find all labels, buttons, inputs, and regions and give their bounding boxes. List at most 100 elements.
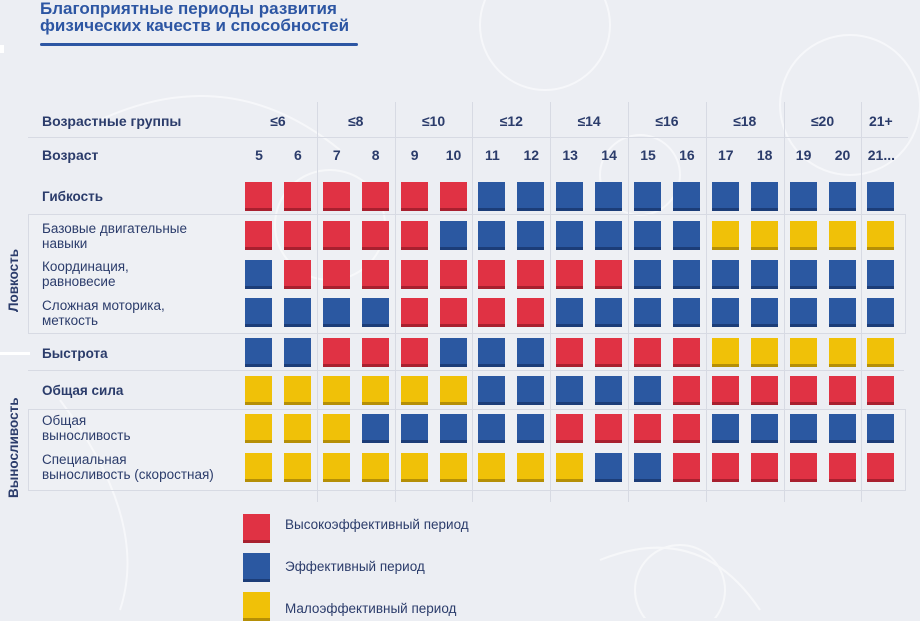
cell-medium: [712, 182, 739, 211]
age-header-cell: 8: [371, 147, 380, 163]
cell-high: [751, 453, 778, 482]
cell-high: [323, 182, 350, 211]
cell-low: [284, 376, 311, 405]
group-divider: [861, 102, 862, 502]
cell-medium: [595, 182, 622, 211]
cell-medium: [790, 414, 817, 443]
cell-low: [245, 453, 272, 482]
cell-low: [401, 453, 428, 482]
cell-high: [673, 453, 700, 482]
cell-medium: [712, 414, 739, 443]
row-label-line: Сложная моторика,: [42, 298, 165, 313]
legend-swatch-high: [243, 514, 270, 543]
cell-low: [751, 221, 778, 250]
cell-high: [595, 260, 622, 289]
row-divider: [28, 370, 904, 371]
cell-medium: [517, 376, 544, 405]
age-group-header: ≤20: [810, 113, 835, 129]
row-label-line: Гибкость: [42, 189, 104, 204]
group-label-vynoslivost: Выносливость: [6, 397, 21, 499]
cell-medium: [751, 414, 778, 443]
age-header-cell: 12: [523, 147, 540, 163]
age-header-cell: 16: [679, 147, 695, 163]
row-label-line: Общая сила: [42, 383, 124, 398]
cell-high: [362, 182, 389, 211]
cell-low: [829, 338, 856, 367]
cell-medium: [478, 221, 505, 250]
cell-high: [634, 338, 661, 367]
cell-low: [362, 376, 389, 405]
age-group-header: ≤16: [655, 113, 679, 129]
cell-high: [440, 298, 467, 327]
cell-high: [362, 221, 389, 250]
cell-low: [556, 453, 583, 482]
cell-medium: [673, 260, 700, 289]
row-label-line: Общая: [42, 413, 87, 428]
cell-medium: [790, 260, 817, 289]
age-header-cell: 15: [640, 147, 656, 163]
cell-high: [673, 414, 700, 443]
row-label: Сложная моторика, меткость: [42, 298, 165, 328]
row-label-line: выносливость: [42, 428, 131, 443]
cell-medium: [595, 453, 622, 482]
age-header-cell: 17: [718, 147, 734, 163]
cell-medium: [595, 221, 622, 250]
cell-high: [867, 376, 894, 405]
age-group-header: 21+: [868, 113, 893, 129]
row-label-line: навыки: [42, 236, 88, 251]
cell-high: [556, 260, 583, 289]
cell-high: [790, 376, 817, 405]
group-label-lovkost: Ловкость: [6, 248, 21, 312]
cell-low: [323, 376, 350, 405]
cell-high: [401, 298, 428, 327]
cell-medium: [790, 298, 817, 327]
cell-low: [478, 453, 505, 482]
cell-medium: [790, 182, 817, 211]
age-header-cell: 9: [410, 147, 419, 163]
cell-high: [595, 414, 622, 443]
title-line-1: Благоприятные периоды развития: [40, 0, 337, 18]
cell-medium: [362, 414, 389, 443]
age-header-cell: 10: [445, 147, 462, 163]
cell-medium: [712, 298, 739, 327]
cell-high: [556, 338, 583, 367]
cell-low: [440, 453, 467, 482]
cell-high: [362, 260, 389, 289]
row-label: Быстрота: [42, 346, 108, 361]
cell-medium: [284, 338, 311, 367]
cell-medium: [595, 298, 622, 327]
row-label-line: выносливость (скоростная): [42, 467, 214, 482]
cell-high: [323, 221, 350, 250]
legend-label-low: Малоэффективный период: [285, 601, 457, 616]
cell-medium: [712, 260, 739, 289]
group-divider: [706, 102, 707, 502]
title-line-2: физических качеств и способностей: [40, 16, 350, 35]
cell-medium: [829, 298, 856, 327]
cell-high: [245, 182, 272, 211]
cell-medium: [634, 260, 661, 289]
age-groups-header: Возрастные группы: [42, 113, 182, 129]
row-label: Специальная выносливость (скоростная): [42, 452, 214, 482]
cell-medium: [478, 182, 505, 211]
cell-medium: [634, 221, 661, 250]
cell-medium: [245, 298, 272, 327]
cell-low: [712, 338, 739, 367]
cell-medium: [517, 221, 544, 250]
cell-high: [323, 338, 350, 367]
cell-high: [440, 260, 467, 289]
group-divider: [550, 102, 551, 502]
cell-low: [284, 414, 311, 443]
header-divider: [28, 137, 908, 138]
age-group-header: ≤6: [270, 113, 286, 129]
cell-medium: [556, 221, 583, 250]
cell-low: [284, 453, 311, 482]
legend-swatch-medium: [243, 553, 270, 582]
cell-low: [245, 414, 272, 443]
cell-medium: [751, 260, 778, 289]
cell-high: [323, 260, 350, 289]
cell-medium: [478, 338, 505, 367]
cell-medium: [362, 298, 389, 327]
cell-medium: [867, 260, 894, 289]
cell-high: [284, 182, 311, 211]
cell-medium: [478, 414, 505, 443]
